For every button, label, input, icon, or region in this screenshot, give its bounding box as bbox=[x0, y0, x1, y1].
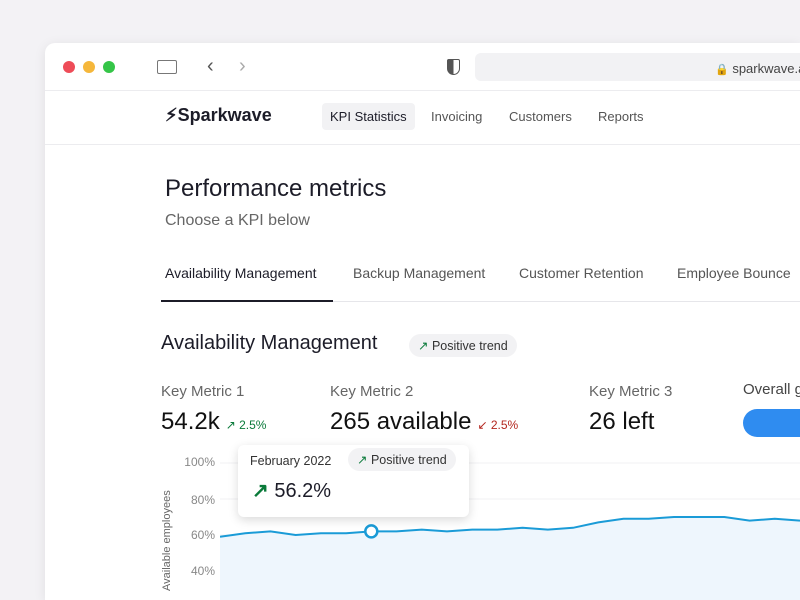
nav-kpi-statistics[interactable]: KPI Statistics bbox=[322, 103, 415, 130]
arrow-down-left-icon: ↙ bbox=[477, 418, 488, 432]
metric-2-change-value: 2.5% bbox=[490, 418, 519, 432]
arrow-up-right-icon: ↗ bbox=[357, 453, 368, 467]
page-title: Performance metrics bbox=[165, 175, 387, 202]
metric-1-change-value: 2.5% bbox=[239, 418, 267, 432]
tooltip-value: 56.2% bbox=[274, 480, 332, 502]
page-subtitle: Choose a KPI below bbox=[165, 212, 310, 229]
minimize-window-button[interactable] bbox=[83, 61, 95, 73]
nav-reports[interactable]: Reports bbox=[598, 109, 644, 124]
active-tab-indicator bbox=[161, 300, 333, 302]
address-bar[interactable]: 🔒 sparkwave.a bbox=[475, 53, 800, 81]
overall-label: Overall g bbox=[743, 381, 800, 398]
metric-2: 265 available ↙ 2.5% bbox=[330, 408, 518, 436]
lock-icon: 🔒 bbox=[715, 64, 729, 76]
tooltip-trend: Positive trend bbox=[370, 453, 447, 467]
overall-progress-bar bbox=[743, 409, 800, 437]
y-tick: 100% bbox=[184, 455, 215, 469]
close-window-button[interactable] bbox=[63, 61, 75, 73]
metric-1: 54.2k ↗ 2.5% bbox=[161, 408, 266, 436]
arrow-up-right-icon: ↗ bbox=[252, 480, 269, 502]
tab-retention[interactable]: Customer Retention bbox=[519, 265, 644, 281]
series-area bbox=[220, 517, 800, 600]
tooltip-date: February 2022 bbox=[250, 454, 332, 468]
browser-window: ‹ › 🔒 sparkwave.a ⚡︎Sparkwave KPI Statis… bbox=[45, 43, 800, 600]
metric-1-value: 54.2k bbox=[161, 408, 220, 435]
top-nav: ⚡︎Sparkwave KPI Statistics Invoicing Cus… bbox=[45, 91, 800, 145]
tab-backup[interactable]: Backup Management bbox=[353, 265, 486, 281]
highlighted-data-point[interactable] bbox=[364, 524, 379, 539]
tab-employee-bounce[interactable]: Employee Bounce bbox=[677, 265, 791, 281]
metric-2-value: 265 available bbox=[330, 408, 472, 435]
nav-invoicing[interactable]: Invoicing bbox=[431, 109, 483, 124]
y-tick: 80% bbox=[190, 493, 215, 507]
brand-logo[interactable]: ⚡︎Sparkwave bbox=[165, 105, 272, 126]
bolt-icon: ⚡︎ bbox=[165, 105, 178, 125]
chart[interactable] bbox=[220, 443, 800, 600]
metric-3-value: 26 left bbox=[589, 408, 655, 435]
arrow-up-right-icon: ↗ bbox=[418, 339, 429, 353]
y-tick: 60% bbox=[190, 528, 215, 542]
back-icon[interactable]: ‹ bbox=[207, 55, 214, 77]
metric-2-label: Key Metric 2 bbox=[330, 383, 414, 400]
tooltip-value-row: ↗ 56.2% bbox=[252, 478, 331, 503]
trend-badge: ↗ Positive trend bbox=[409, 334, 517, 357]
y-axis-label: Available employees bbox=[161, 490, 173, 591]
chart-tooltip: February 2022 ↗ Positive trend ↗ 56.2% bbox=[238, 445, 469, 517]
metric-2-change: ↙ 2.5% bbox=[477, 418, 518, 432]
sidebar-toggle-icon[interactable] bbox=[157, 60, 177, 74]
brand-name: Sparkwave bbox=[177, 105, 272, 125]
forward-icon[interactable]: › bbox=[239, 55, 246, 77]
arrow-up-right-icon: ↗ bbox=[225, 418, 236, 432]
metric-1-change: ↗ 2.5% bbox=[226, 418, 267, 432]
shield-icon[interactable] bbox=[447, 59, 460, 75]
maximize-window-button[interactable] bbox=[103, 61, 115, 73]
series-line bbox=[220, 516, 800, 538]
y-tick: 40% bbox=[190, 564, 215, 578]
tooltip-trend-badge: ↗ Positive trend bbox=[348, 448, 456, 471]
nav-customers[interactable]: Customers bbox=[509, 109, 572, 124]
trend-label: Positive trend bbox=[431, 339, 508, 353]
browser-toolbar: ‹ › 🔒 sparkwave.a bbox=[45, 43, 800, 91]
tab-availability[interactable]: Availability Management bbox=[165, 265, 317, 281]
metric-1-label: Key Metric 1 bbox=[161, 383, 245, 400]
url-text: sparkwave.a bbox=[732, 61, 800, 76]
metric-3-label: Key Metric 3 bbox=[589, 383, 673, 400]
tabs-divider bbox=[161, 301, 800, 302]
section-title: Availability Management bbox=[161, 332, 378, 354]
